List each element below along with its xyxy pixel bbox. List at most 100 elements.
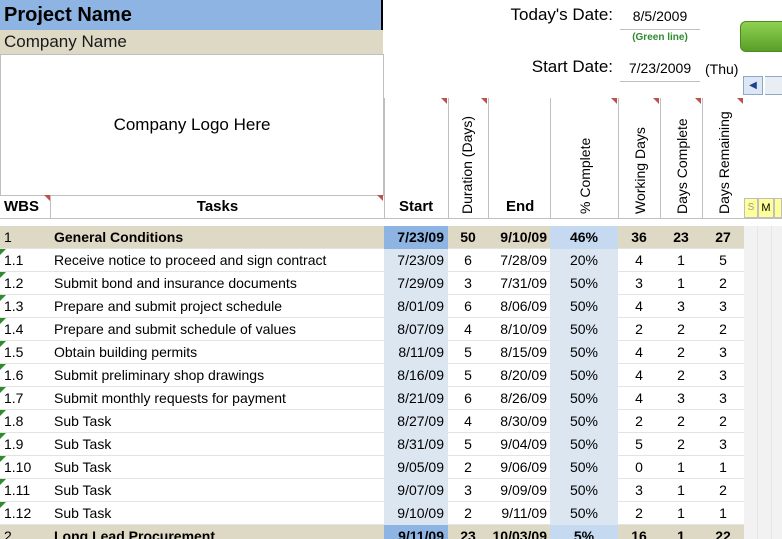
working-days-cell[interactable]: 4 [635,390,643,406]
table-row[interactable]: 1.7 Submit monthly requests for payment 8/… [0,387,782,410]
task-name-cell[interactable]: Sub Task [54,459,112,475]
days-remaining-cell[interactable]: 5 [719,252,727,268]
start-date-cell[interactable]: 8/27/09 [384,410,448,433]
wbs-cell[interactable]: 1.9 [4,436,24,452]
task-name-cell[interactable]: Submit preliminary shop drawings [54,367,265,383]
pct-complete-cell[interactable]: 50% [550,272,618,295]
days-complete-cell[interactable]: 3 [677,298,685,314]
days-remaining-cell[interactable]: 3 [719,390,727,406]
days-complete-cell[interactable]: 2 [677,344,685,360]
duration-cell[interactable]: 6 [464,390,472,406]
working-days-cell[interactable]: 36 [631,229,647,245]
start-date-cell[interactable]: 7/29/09 [384,272,448,295]
company-name[interactable]: Company Name [0,30,383,54]
start-date-cell[interactable]: 8/31/09 [384,433,448,456]
pct-complete-cell[interactable]: 50% [550,502,618,525]
working-days-cell[interactable]: 3 [635,482,643,498]
company-logo-placeholder[interactable]: Company Logo Here [0,54,384,196]
duration-cell[interactable]: 6 [464,252,472,268]
working-days-cell[interactable]: 4 [635,252,643,268]
days-remaining-cell[interactable]: 3 [719,298,727,314]
start-date-cell[interactable]: 9/10/09 [384,502,448,525]
start-date-cell[interactable]: 8/16/09 [384,364,448,387]
wbs-cell[interactable]: 1.8 [4,413,24,429]
wbs-cell[interactable]: 1.1 [4,252,24,268]
pct-complete-cell[interactable]: 50% [550,341,618,364]
end-date-cell[interactable]: 8/26/09 [500,390,547,406]
today-date-value[interactable]: 8/5/2009 [620,8,700,30]
pct-complete-cell[interactable]: 50% [550,456,618,479]
wbs-cell[interactable]: 1.4 [4,321,24,337]
days-remaining-cell[interactable]: 2 [719,413,727,429]
gantt-day-cells[interactable] [744,433,782,456]
gantt-day-cells[interactable] [744,387,782,410]
working-days-cell[interactable]: 2 [635,413,643,429]
working-days-cell[interactable]: 16 [631,528,647,539]
days-remaining-cell[interactable]: 3 [719,344,727,360]
duration-cell[interactable]: 3 [464,275,472,291]
task-name-cell[interactable]: Prepare and submit project schedule [54,298,283,314]
start-date-cell[interactable]: 8/11/09 [384,341,448,364]
pct-complete-cell[interactable]: 50% [550,295,618,318]
days-complete-cell[interactable]: 1 [677,528,685,539]
wbs-cell[interactable]: 1 [4,229,12,245]
end-date-cell[interactable]: 9/11/09 [501,505,547,521]
days-complete-cell[interactable]: 3 [677,390,685,406]
end-date-cell[interactable]: 10/03/09 [492,528,548,539]
start-date-value[interactable]: 7/23/2009 [620,60,700,82]
pct-complete-cell[interactable]: 50% [550,479,618,502]
table-row[interactable]: 1.4 Prepare and submit schedule of values… [0,318,782,341]
task-name-cell[interactable]: Long Lead Procurement [54,528,216,539]
table-row[interactable]: 1.5 Obtain building permits 8/11/09 5 8/15/0… [0,341,782,364]
start-date-cell[interactable]: 7/23/09 [384,249,448,272]
gantt-day-cells[interactable] [744,226,782,249]
end-date-cell[interactable]: 9/10/09 [500,229,547,245]
task-name-cell[interactable]: Sub Task [54,436,112,452]
gantt-day-cells[interactable] [744,410,782,433]
end-date-cell[interactable]: 9/09/09 [500,482,547,498]
start-date-cell[interactable]: 8/01/09 [384,295,448,318]
wbs-cell[interactable]: 1.5 [4,344,24,360]
days-remaining-cell[interactable]: 22 [715,528,731,539]
task-name-cell[interactable]: Sub Task [54,413,112,429]
task-name-cell[interactable]: Receive notice to proceed and sign contr… [54,252,327,268]
duration-cell[interactable]: 50 [460,229,476,245]
gantt-day-cells[interactable] [744,479,782,502]
duration-cell[interactable]: 23 [460,528,476,539]
pct-complete-cell[interactable]: 50% [550,318,618,341]
days-complete-cell[interactable]: 2 [677,321,685,337]
table-row[interactable]: 1.1 Receive notice to proceed and sign co… [0,249,782,272]
days-complete-cell[interactable]: 2 [677,436,685,452]
pct-complete-cell[interactable]: 5% [550,525,618,539]
task-name-cell[interactable]: Sub Task [54,482,112,498]
gantt-day-cells[interactable] [744,295,782,318]
gantt-day-cells[interactable] [744,525,782,539]
gantt-day-cells[interactable] [744,341,782,364]
days-complete-cell[interactable]: 2 [677,413,685,429]
start-date-cell[interactable]: 9/07/09 [384,479,448,502]
end-date-cell[interactable]: 9/04/09 [500,436,547,452]
start-date-cell[interactable]: 9/05/09 [384,456,448,479]
duration-cell[interactable]: 2 [464,459,472,475]
task-group-row[interactable]: 1 General Conditions 7/23/09 50 9/10/09 46% 36… [0,226,782,249]
working-days-cell[interactable]: 2 [635,505,643,521]
wbs-cell[interactable]: 1.12 [4,505,32,521]
working-days-cell[interactable]: 3 [635,275,643,291]
days-complete-cell[interactable]: 1 [677,459,685,475]
table-row[interactable]: 1.10 Sub Task 9/05/09 2 9/06/09 50% 0 1 1 [0,456,782,479]
task-name-cell[interactable]: General Conditions [54,229,184,245]
start-date-cell[interactable]: 8/07/09 [384,318,448,341]
pct-complete-cell[interactable]: 50% [550,433,618,456]
working-days-cell[interactable]: 0 [635,459,643,475]
working-days-cell[interactable]: 4 [635,367,643,383]
end-date-cell[interactable]: 7/31/09 [500,275,547,291]
working-days-cell[interactable]: 5 [635,436,643,452]
table-row[interactable]: 1.8 Sub Task 8/27/09 4 8/30/09 50% 2 2 2 [0,410,782,433]
pct-complete-cell[interactable]: 50% [550,387,618,410]
table-row[interactable]: 1.9 Sub Task 8/31/09 5 9/04/09 50% 5 2 3 [0,433,782,456]
task-name-cell[interactable]: Submit bond and insurance documents [54,275,297,291]
wbs-cell[interactable]: 1.6 [4,367,24,383]
duration-cell[interactable]: 5 [464,436,472,452]
start-date-cell[interactable]: 8/21/09 [384,387,448,410]
pct-complete-cell[interactable]: 46% [550,226,618,249]
